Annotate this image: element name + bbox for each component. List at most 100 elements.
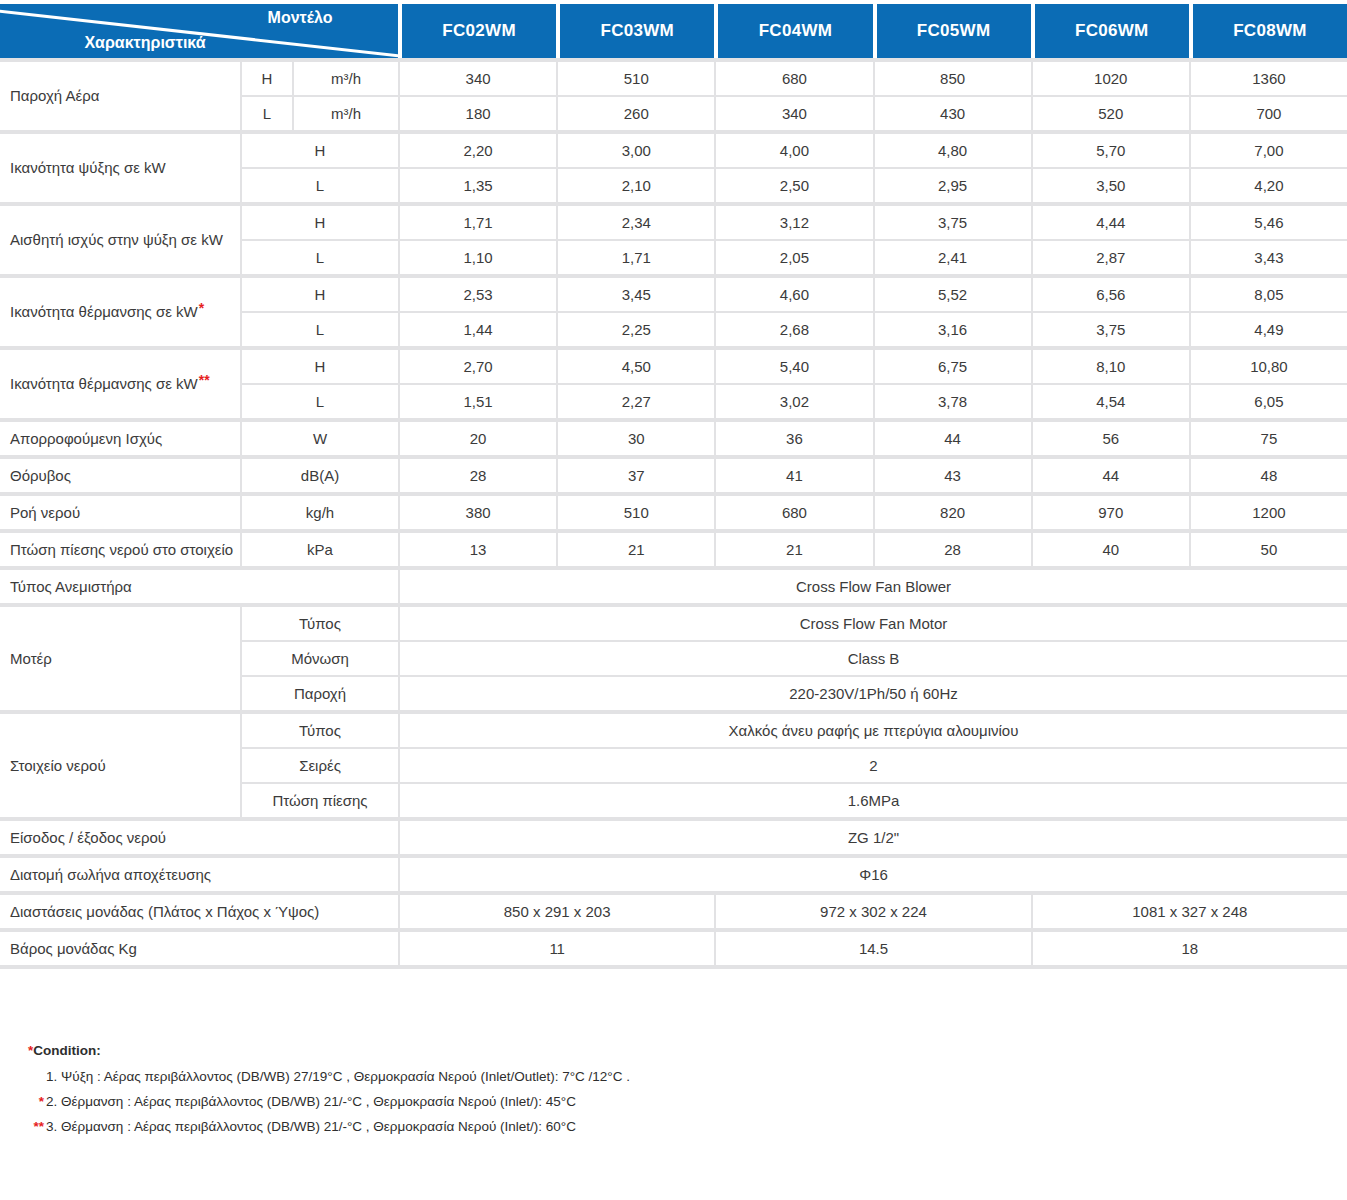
row-label-text: Ικανότητα ψύξης σε kW	[10, 159, 166, 176]
sub-label-cell: H	[242, 134, 398, 167]
value-cell: 430	[875, 97, 1031, 130]
value-cell: 3,43	[1191, 241, 1347, 274]
group-rows: 1114.518	[400, 932, 1347, 965]
row-label-text: Ικανότητα θέρμανσης σε kW	[10, 303, 198, 320]
group-rows: H2,704,505,406,758,1010,80L1,512,273,023…	[242, 350, 1347, 418]
value-cell: 1,35	[400, 169, 556, 202]
value-cell: 1.6MPa	[400, 784, 1347, 817]
group-rows: H2,203,004,004,805,707,00L1,352,102,502,…	[242, 134, 1347, 202]
value-cell: 3,50	[1033, 169, 1189, 202]
value-cell: 43	[875, 459, 1031, 492]
row-label-text: Τύπος Ανεμιστήρα	[10, 578, 132, 595]
spec-row: L1,352,102,502,953,504,20	[242, 169, 1347, 202]
sub-label-cell: Σειρές	[242, 749, 398, 782]
sub-label-cell: Μόνωση	[242, 642, 398, 675]
value-cell: 8,10	[1033, 350, 1189, 383]
value-cell: 510	[558, 62, 714, 95]
sub-label-cell: L	[242, 97, 292, 130]
value-cell: 2,27	[558, 385, 714, 418]
spec-row: Πτώση πίεσης1.6MPa	[242, 784, 1347, 817]
value-cell: 1360	[1191, 62, 1347, 95]
spec-row: ZG 1/2"	[400, 821, 1347, 854]
value-cell: 21	[716, 533, 872, 566]
value-cell: 3,75	[875, 206, 1031, 239]
spec-row: L1,512,273,023,784,546,05	[242, 385, 1347, 418]
value-cell: 510	[558, 496, 714, 529]
group-rows: ΤύποςCross Flow Fan MotorΜόνωσηClass BΠα…	[242, 607, 1347, 710]
spec-group: Τύπος Ανεμιστήρα Cross Flow Fan Blower	[0, 570, 1347, 603]
value-cell: 2,05	[716, 241, 872, 274]
row-label: Απορροφούμενη Ισχύς	[0, 422, 240, 455]
row-label: Αισθητή ισχύς στην ψύξη σε kW	[0, 206, 240, 274]
value-cell: 1200	[1191, 496, 1347, 529]
spec-row: Lm³/h180260340430520700	[242, 97, 1347, 130]
value-cell: 18	[1033, 932, 1347, 965]
value-cell: 7,00	[1191, 134, 1347, 167]
value-cell: 380	[400, 496, 556, 529]
value-cell: 21	[558, 533, 714, 566]
value-cell: 3,16	[875, 313, 1031, 346]
value-cell: 340	[400, 62, 556, 95]
spec-row: Σειρές2	[242, 749, 1347, 782]
model-header: FC04WM	[718, 4, 872, 58]
sub-label-cell: Τύπος	[242, 607, 398, 640]
row-label: Ικανότητα θέρμανσης σε kW**	[0, 350, 240, 418]
spec-group: ΘόρυβοςdB(A)283741434448	[0, 459, 1347, 492]
group-rows: kPa132121284050	[242, 533, 1347, 566]
header-characteristics-label: Χαρακτηριστικά	[40, 34, 250, 52]
value-cell: Cross Flow Fan Blower	[400, 570, 1347, 603]
spec-group: Πτώση πίεσης νερού στο στοιχείο kPa132121…	[0, 533, 1347, 566]
value-cell: 40	[1033, 533, 1189, 566]
sub-label-cell: H	[242, 350, 398, 383]
value-cell: 972 x 302 x 224	[716, 895, 1030, 928]
model-header: FC02WM	[402, 4, 556, 58]
value-cell: 4,60	[716, 278, 872, 311]
spec-row: L1,442,252,683,163,754,49	[242, 313, 1347, 346]
value-cell: 41	[716, 459, 872, 492]
value-cell: 1,44	[400, 313, 556, 346]
value-cell: Cross Flow Fan Motor	[400, 607, 1347, 640]
value-cell: 28	[400, 459, 556, 492]
value-cell: ZG 1/2"	[400, 821, 1347, 854]
footnote-line-text: 3. Θέρμανση : Αέρας περιβάλλοντος (DB/WB…	[46, 1114, 576, 1139]
row-label-text: Αισθητή ισχύς στην ψύξη σε kW	[10, 231, 223, 248]
value-cell: 30	[558, 422, 714, 455]
header-model-label: Μοντέλο	[220, 9, 380, 27]
value-cell: 2,34	[558, 206, 714, 239]
value-cell: 680	[716, 496, 872, 529]
row-label-text: Πτώση πίεσης νερού στο στοιχείο	[10, 541, 233, 558]
value-cell: 260	[558, 97, 714, 130]
value-cell: 1,71	[558, 241, 714, 274]
spec-group: Ικανότητα θέρμανσης σε kW**H2,704,505,40…	[0, 350, 1347, 418]
spec-row: Cross Flow Fan Blower	[400, 570, 1347, 603]
footnote-line: 1. Ψύξη : Αέρας περιβάλλοντος (DB/WB) 27…	[28, 1064, 1347, 1089]
spec-row: 850 x 291 x 203972 x 302 x 2241081 x 327…	[400, 895, 1347, 928]
sub-label-cell: H	[242, 206, 398, 239]
value-cell: 3,45	[558, 278, 714, 311]
value-cell: 5,70	[1033, 134, 1189, 167]
row-label-text: Μοτέρ	[10, 650, 52, 667]
group-rows: ZG 1/2"	[400, 821, 1347, 854]
value-cell: 13	[400, 533, 556, 566]
group-rows: H2,533,454,605,526,568,05L1,442,252,683,…	[242, 278, 1347, 346]
spec-group: Ικανότητα ψύξης σε kW H2,203,004,004,805,…	[0, 134, 1347, 202]
spec-group: Βάρος μονάδας Kg 1114.518	[0, 932, 1347, 965]
spec-group: Είσοδος / έξοδος νερούZG 1/2"	[0, 821, 1347, 854]
spec-row: Παροχή220-230V/1Ph/50 ή 60Hz	[242, 677, 1347, 710]
spec-group: Ροή νερούkg/h3805106808209701200	[0, 496, 1347, 529]
value-cell: Φ16	[400, 858, 1347, 891]
row-label: Διατομή σωλήνα αποχέτευσης	[0, 858, 398, 891]
row-label-text: Βάρος μονάδας Kg	[10, 940, 137, 957]
footnote-line-asterisk: *	[28, 1089, 44, 1114]
group-rows: kg/h3805106808209701200	[242, 496, 1347, 529]
value-cell: 4,49	[1191, 313, 1347, 346]
value-cell: 180	[400, 97, 556, 130]
spec-row: W203036445675	[242, 422, 1347, 455]
spec-group: Μοτέρ ΤύποςCross Flow Fan MotorΜόνωσηClas…	[0, 607, 1347, 710]
footnotes-title: *Condition:	[28, 1043, 1347, 1058]
value-cell: 700	[1191, 97, 1347, 130]
group-rows: Cross Flow Fan Blower	[400, 570, 1347, 603]
value-cell: 3,12	[716, 206, 872, 239]
value-cell: 220-230V/1Ph/50 ή 60Hz	[400, 677, 1347, 710]
model-header: FC03WM	[560, 4, 714, 58]
